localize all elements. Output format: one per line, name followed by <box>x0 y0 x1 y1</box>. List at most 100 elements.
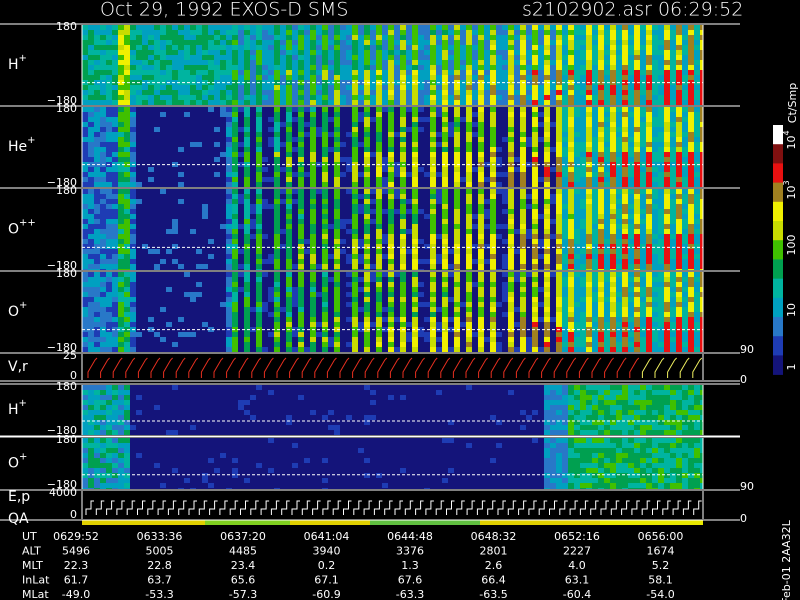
spectrogram-cell <box>460 107 466 112</box>
spectrogram-cell <box>94 85 100 90</box>
spectrogram-cell <box>358 172 364 177</box>
spectrogram-cell <box>292 95 298 100</box>
spectrogram-cell <box>388 239 394 244</box>
spectrogram-cell <box>256 65 262 70</box>
spectrogram-cell <box>514 70 520 75</box>
spectrogram-cell <box>538 132 544 137</box>
spectrogram-cell <box>640 244 646 249</box>
spectrogram-cell <box>178 132 184 137</box>
spectrogram-cell <box>400 45 406 50</box>
spectrogram-cell <box>100 249 106 254</box>
spectrogram-cell <box>634 55 640 60</box>
spectrogram-cell <box>442 172 448 177</box>
spectrogram-cell <box>340 172 346 177</box>
spectrogram-cell <box>82 157 88 162</box>
spectrogram-cell <box>298 30 304 35</box>
spectrogram-cell <box>538 40 544 45</box>
spectrogram-cell <box>664 204 670 209</box>
spectrogram-cell <box>280 127 286 132</box>
spectrogram-cell <box>448 132 454 137</box>
spectrogram-cell <box>316 30 322 35</box>
spectrogram-cell <box>658 194 664 199</box>
spectrogram-cell <box>154 189 160 194</box>
spectrogram-cell <box>562 122 568 127</box>
spectrogram-cell <box>220 75 226 80</box>
spectrogram-cell <box>478 112 484 117</box>
spectrogram-cell <box>604 132 610 137</box>
spectrogram-cell <box>460 182 466 187</box>
spectrogram-cell <box>646 229 652 234</box>
spectrogram-cell <box>94 127 100 132</box>
spectrogram-cell <box>484 259 490 264</box>
spectrogram-cell <box>220 65 226 70</box>
spectrogram-cell <box>454 107 460 112</box>
spectrogram-cell <box>100 100 106 105</box>
spectrogram-cell <box>496 137 502 142</box>
spectrogram-cell <box>88 122 94 127</box>
spectrogram-cell <box>418 177 424 182</box>
spectrogram-cell <box>298 127 304 132</box>
spectrogram-cell <box>568 152 574 157</box>
spectrogram-cell <box>148 112 154 117</box>
spectrogram-cell <box>424 132 430 137</box>
spectrogram-cell <box>346 259 352 264</box>
spectrogram-cell <box>364 117 370 122</box>
spectrogram-cell <box>304 70 310 75</box>
spectrogram-cell <box>646 177 652 182</box>
spectrogram-cell <box>190 172 196 177</box>
spectrogram-cell <box>424 60 430 65</box>
spectrogram-cell <box>556 204 562 209</box>
spectrogram-cell <box>634 254 640 259</box>
spectrogram-cell <box>136 249 142 254</box>
spectrogram-cell <box>694 90 700 95</box>
spectrogram-cell <box>580 60 586 65</box>
spectrogram-cell <box>634 249 640 254</box>
spectrogram-cell <box>238 182 244 187</box>
spectrogram-cell <box>244 177 250 182</box>
spectrogram-cell <box>364 112 370 117</box>
spectrogram-cell <box>148 80 154 85</box>
spectrogram-cell <box>688 60 694 65</box>
spectrogram-cell <box>700 162 703 167</box>
spectrogram-cell <box>436 95 442 100</box>
spectrogram-cell <box>88 40 94 45</box>
spectrogram-cell <box>328 224 334 229</box>
spectrogram-cell <box>310 107 316 112</box>
spectrogram-cell <box>490 152 496 157</box>
spectrogram-cell <box>346 137 352 142</box>
spectrogram-cell <box>124 142 130 147</box>
spectrogram-cell <box>688 70 694 75</box>
spectrogram-cell <box>178 50 184 55</box>
spectrogram-cell <box>394 100 400 105</box>
spectrogram-cell <box>616 249 622 254</box>
spectrogram-cell <box>142 112 148 117</box>
spectrogram-cell <box>634 117 640 122</box>
spectrogram-cell <box>286 214 292 219</box>
spectrogram-cell <box>640 177 646 182</box>
spectrogram-cell <box>514 90 520 95</box>
spectrogram-cell <box>178 214 184 219</box>
spectrogram-cell <box>700 80 703 85</box>
spectrogram-cell <box>640 239 646 244</box>
spectrogram-cell <box>538 35 544 40</box>
spectrogram-cell <box>400 224 406 229</box>
spectrogram-cell <box>88 35 94 40</box>
spectrogram-cell <box>676 40 682 45</box>
spectrogram-cell <box>400 157 406 162</box>
spectrogram-cell <box>244 204 250 209</box>
spectrogram-cell <box>112 122 118 127</box>
spectrogram-cell <box>496 117 502 122</box>
spectrogram-cell <box>256 147 262 152</box>
spectrogram-cell <box>388 132 394 137</box>
spectrogram-cell <box>652 157 658 162</box>
spectrogram-cell <box>304 90 310 95</box>
spectrogram-cell <box>652 112 658 117</box>
spectrogram-cell <box>172 90 178 95</box>
spectrogram-cell <box>292 70 298 75</box>
spectrogram-cell <box>340 112 346 117</box>
spectrogram-cell <box>670 65 676 70</box>
spectrogram-cell <box>322 194 328 199</box>
spectrogram-cell <box>274 55 280 60</box>
spectrogram-cell <box>244 112 250 117</box>
spectrogram-cell <box>178 162 184 167</box>
